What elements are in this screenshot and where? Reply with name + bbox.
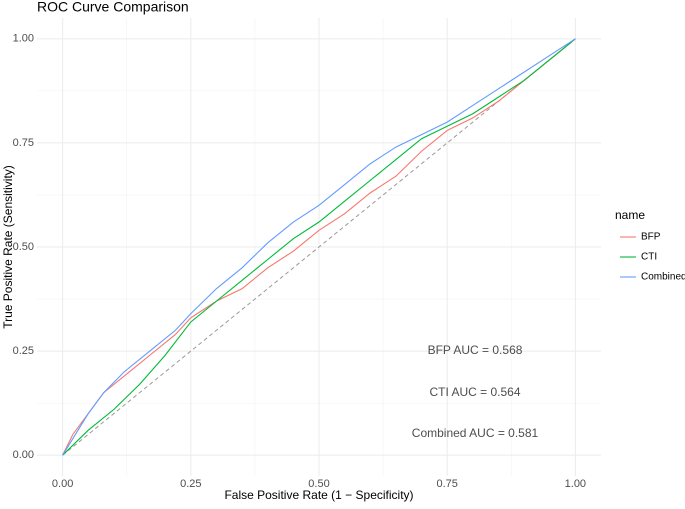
x-tick-label: 0.25 xyxy=(180,478,201,490)
auc-annotation: Combined AUC = 0.581 xyxy=(412,426,539,440)
y-tick-label: 0.25 xyxy=(13,345,34,357)
y-tick-label: 1.00 xyxy=(13,33,34,45)
legend-label: Combined xyxy=(641,272,685,283)
chart-title: ROC Curve Comparison xyxy=(37,0,189,15)
auc-annotation: CTI AUC = 0.564 xyxy=(429,385,520,399)
y-tick-label: 0.50 xyxy=(13,241,34,253)
x-tick-label: 0.75 xyxy=(436,478,457,490)
x-tick-label: 0.00 xyxy=(52,478,73,490)
legend-title: name xyxy=(615,208,645,222)
grid xyxy=(37,18,601,476)
roc-line xyxy=(62,38,576,456)
roc-line xyxy=(62,38,576,456)
legend-label: CTI xyxy=(641,252,657,263)
y-tick-label: 0.75 xyxy=(13,137,34,149)
x-axis-title: False Positive Rate (1 − Specificity) xyxy=(224,488,413,502)
x-tick-label: 1.00 xyxy=(565,478,586,490)
y-axis-title: True Positive Rate (Sensitivity) xyxy=(1,165,15,329)
auc-annotation: BFP AUC = 0.568 xyxy=(428,343,523,357)
reference-line xyxy=(62,38,576,456)
x-tick-label: 0.50 xyxy=(308,478,329,490)
legend-label: BFP xyxy=(641,232,661,243)
roc-line xyxy=(62,38,576,456)
y-tick-label: 0.00 xyxy=(13,449,34,461)
